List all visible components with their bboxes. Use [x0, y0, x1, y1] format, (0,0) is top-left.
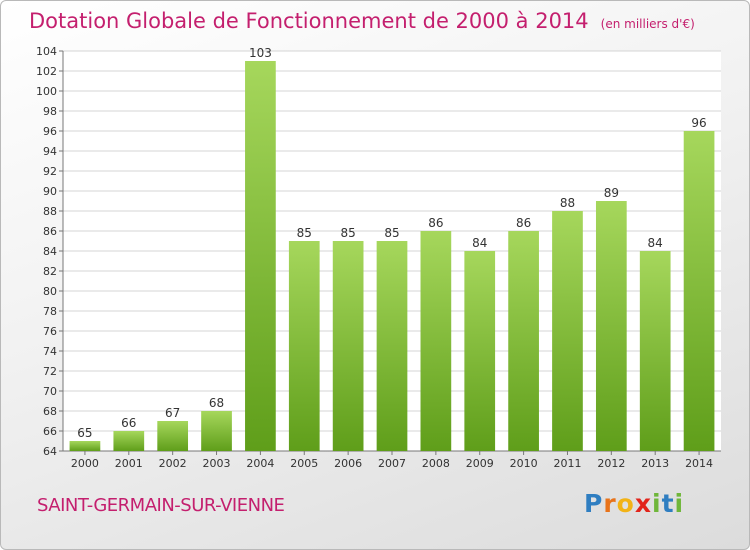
bar: [332, 241, 364, 451]
x-tick-label: 2008: [422, 457, 450, 470]
bar: [683, 131, 715, 451]
y-tick-label: 92: [43, 165, 57, 178]
y-tick-label: 90: [43, 185, 57, 198]
y-tick-label: 76: [43, 325, 57, 338]
bar-value-label: 86: [516, 216, 531, 230]
bar: [508, 231, 539, 451]
y-tick-label: 98: [43, 105, 57, 118]
bar-value-label: 85: [297, 226, 312, 240]
y-tick-label: 82: [43, 265, 57, 278]
bar: [245, 61, 276, 451]
logo-letter: t: [661, 489, 675, 518]
y-tick-label: 94: [43, 145, 57, 158]
x-tick-label: 2002: [159, 457, 187, 470]
bar: [464, 251, 496, 451]
x-tick-label: 2013: [641, 457, 669, 470]
chart-unit-label: (en milliers d'€): [600, 17, 695, 31]
x-tick-label: 2009: [466, 457, 494, 470]
bar: [595, 201, 627, 451]
y-tick-label: 64: [43, 445, 57, 458]
bar: [288, 241, 320, 451]
x-tick-label: 2010: [510, 457, 538, 470]
proxiti-logo: Proxiti: [584, 489, 684, 518]
y-tick-label: 88: [43, 205, 57, 218]
x-tick-label: 2000: [71, 457, 99, 470]
bar-value-label: 96: [691, 116, 706, 130]
logo-letter: i: [652, 489, 662, 518]
x-tick-label: 2011: [553, 457, 581, 470]
x-tick-label: 2005: [290, 457, 318, 470]
y-tick-label: 86: [43, 225, 57, 238]
bar-value-label: 86: [428, 216, 443, 230]
y-tick-label: 104: [36, 45, 57, 58]
logo-letter: P: [584, 489, 604, 518]
bar: [113, 431, 145, 451]
bar-value-label: 84: [648, 236, 663, 250]
x-tick-label: 2014: [685, 457, 713, 470]
logo-letter: x: [634, 489, 652, 518]
bar: [376, 241, 408, 451]
y-tick-label: 70: [43, 385, 57, 398]
bar-value-label: 85: [384, 226, 399, 240]
y-tick-label: 72: [43, 365, 57, 378]
bar: [420, 231, 452, 451]
x-tick-label: 2006: [334, 457, 362, 470]
y-tick-label: 80: [43, 285, 57, 298]
logo-letter: o: [616, 489, 635, 518]
x-tick-label: 2004: [246, 457, 274, 470]
bar: [639, 251, 671, 451]
bar-value-label: 68: [209, 396, 224, 410]
bar-value-label: 84: [472, 236, 487, 250]
y-tick-label: 84: [43, 245, 57, 258]
y-tick-label: 74: [43, 345, 57, 358]
commune-name: SAINT-GERMAIN-SUR-VIENNE: [37, 495, 285, 516]
bar-value-label: 66: [121, 416, 136, 430]
logo-letter: r: [603, 489, 617, 518]
bar-value-label: 103: [249, 46, 272, 60]
y-tick-label: 102: [36, 65, 57, 78]
y-tick-label: 66: [43, 425, 57, 438]
logo-letter: i: [674, 489, 685, 518]
bar-value-label: 88: [560, 196, 575, 210]
bar-value-label: 65: [77, 426, 92, 440]
bar: [157, 421, 189, 451]
x-tick-label: 2001: [115, 457, 143, 470]
y-tick-label: 100: [36, 85, 57, 98]
chart-header: Dotation Globale de Fonctionnement de 20…: [29, 9, 695, 33]
bar-value-label: 67: [165, 406, 180, 420]
x-tick-label: 2012: [597, 457, 625, 470]
bar: [201, 411, 232, 451]
y-tick-label: 68: [43, 405, 57, 418]
bar-value-label: 85: [340, 226, 355, 240]
x-tick-label: 2007: [378, 457, 406, 470]
chart-title: Dotation Globale de Fonctionnement de 20…: [29, 9, 589, 33]
y-tick-label: 96: [43, 125, 57, 138]
bar: [69, 441, 101, 451]
y-tick-label: 78: [43, 305, 57, 318]
bar: [552, 211, 583, 451]
bar-value-label: 89: [604, 186, 619, 200]
x-tick-label: 2003: [203, 457, 231, 470]
